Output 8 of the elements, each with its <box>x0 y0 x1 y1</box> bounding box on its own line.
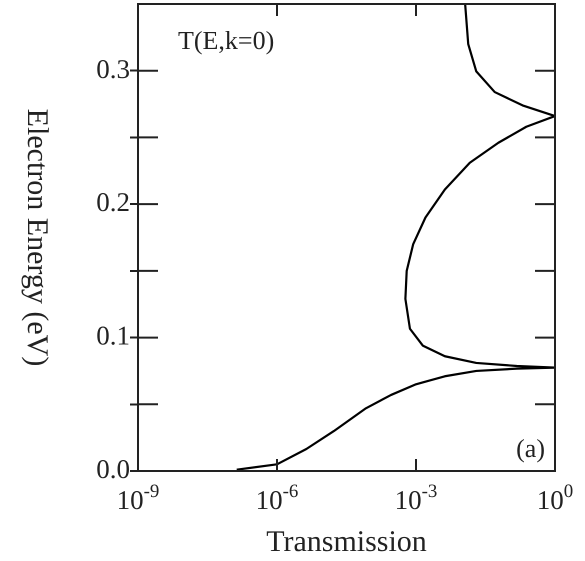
y-tick-label: 0.3 <box>96 54 130 84</box>
y-tick-label: 0.2 <box>96 187 130 218</box>
y-tick-label: 0.0 <box>96 454 130 484</box>
x-axis-title: Transmission <box>266 525 427 558</box>
y-tick-label: 0.1 <box>96 320 130 351</box>
y-axis-title: Electron Energy (eV) <box>21 108 54 366</box>
annotation: T(E,k=0) <box>178 26 274 55</box>
annotation: (a) <box>516 434 546 463</box>
